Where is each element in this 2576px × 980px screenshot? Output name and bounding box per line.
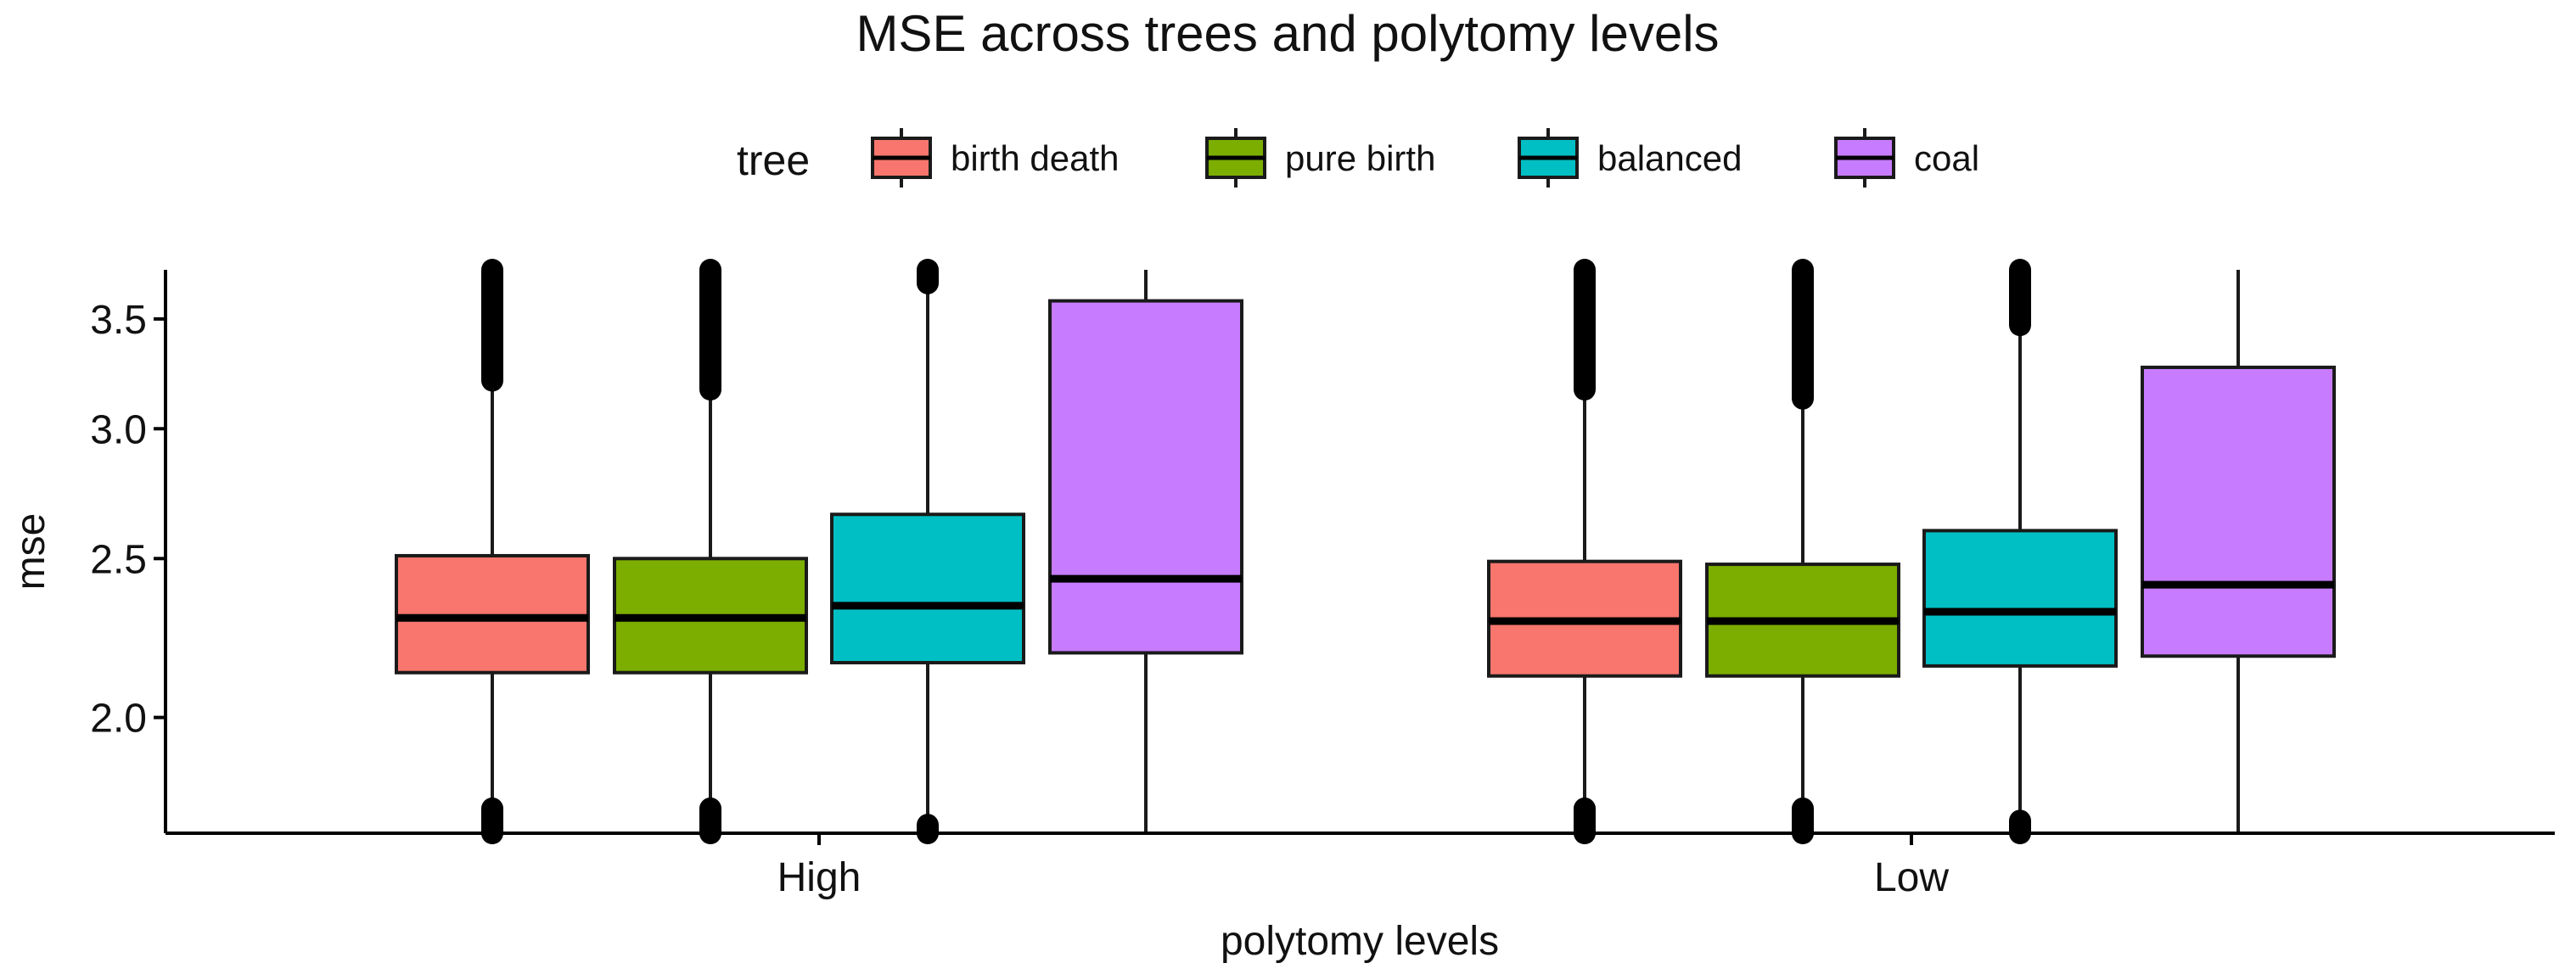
box-group-pure-birth-low (1705, 259, 1900, 844)
legend-item-label: coal (1914, 138, 1979, 178)
y-tick-label: 2.0 (90, 697, 147, 742)
y-tick-label: 3.5 (90, 298, 147, 343)
legend-item-label: birth death (951, 138, 1119, 178)
box (830, 512, 1025, 665)
x-tick-label: High (777, 855, 861, 900)
legend: tree birth death pure birth balanced coal (737, 128, 1979, 188)
legend-item-birth-death: birth death (871, 128, 1119, 188)
y-tick-label: 2.5 (90, 537, 147, 582)
box-group-birth-death-low (1487, 259, 1682, 844)
x-axis-label: polytomy levels (1221, 919, 1499, 964)
legend-title: tree (737, 137, 810, 184)
box-group-balanced-high (830, 259, 1025, 844)
box-group-coal-low (2141, 270, 2336, 833)
box-group-balanced-low (1922, 259, 2118, 844)
chart-title: MSE across trees and polytomy levels (856, 5, 1719, 62)
legend-item-label: balanced (1597, 138, 1742, 178)
box-group-birth-death-high (395, 259, 590, 844)
legend-item-balanced: balanced (1518, 128, 1742, 188)
plot-area: 2.0 2.5 3.0 3.5 High Low (90, 259, 2336, 900)
box (1048, 299, 1243, 655)
box (1922, 529, 2118, 668)
x-tick-label: Low (1874, 855, 1949, 900)
legend-item-coal: coal (1834, 128, 1979, 188)
box (2141, 365, 2336, 658)
box-group-pure-birth-high (613, 259, 808, 844)
y-axis-label: mse (8, 513, 53, 591)
legend-item-label: pure birth (1285, 138, 1435, 178)
y-tick-label: 3.0 (90, 407, 147, 452)
box-group-coal-high (1048, 270, 1243, 833)
legend-item-pure-birth: pure birth (1205, 128, 1435, 188)
